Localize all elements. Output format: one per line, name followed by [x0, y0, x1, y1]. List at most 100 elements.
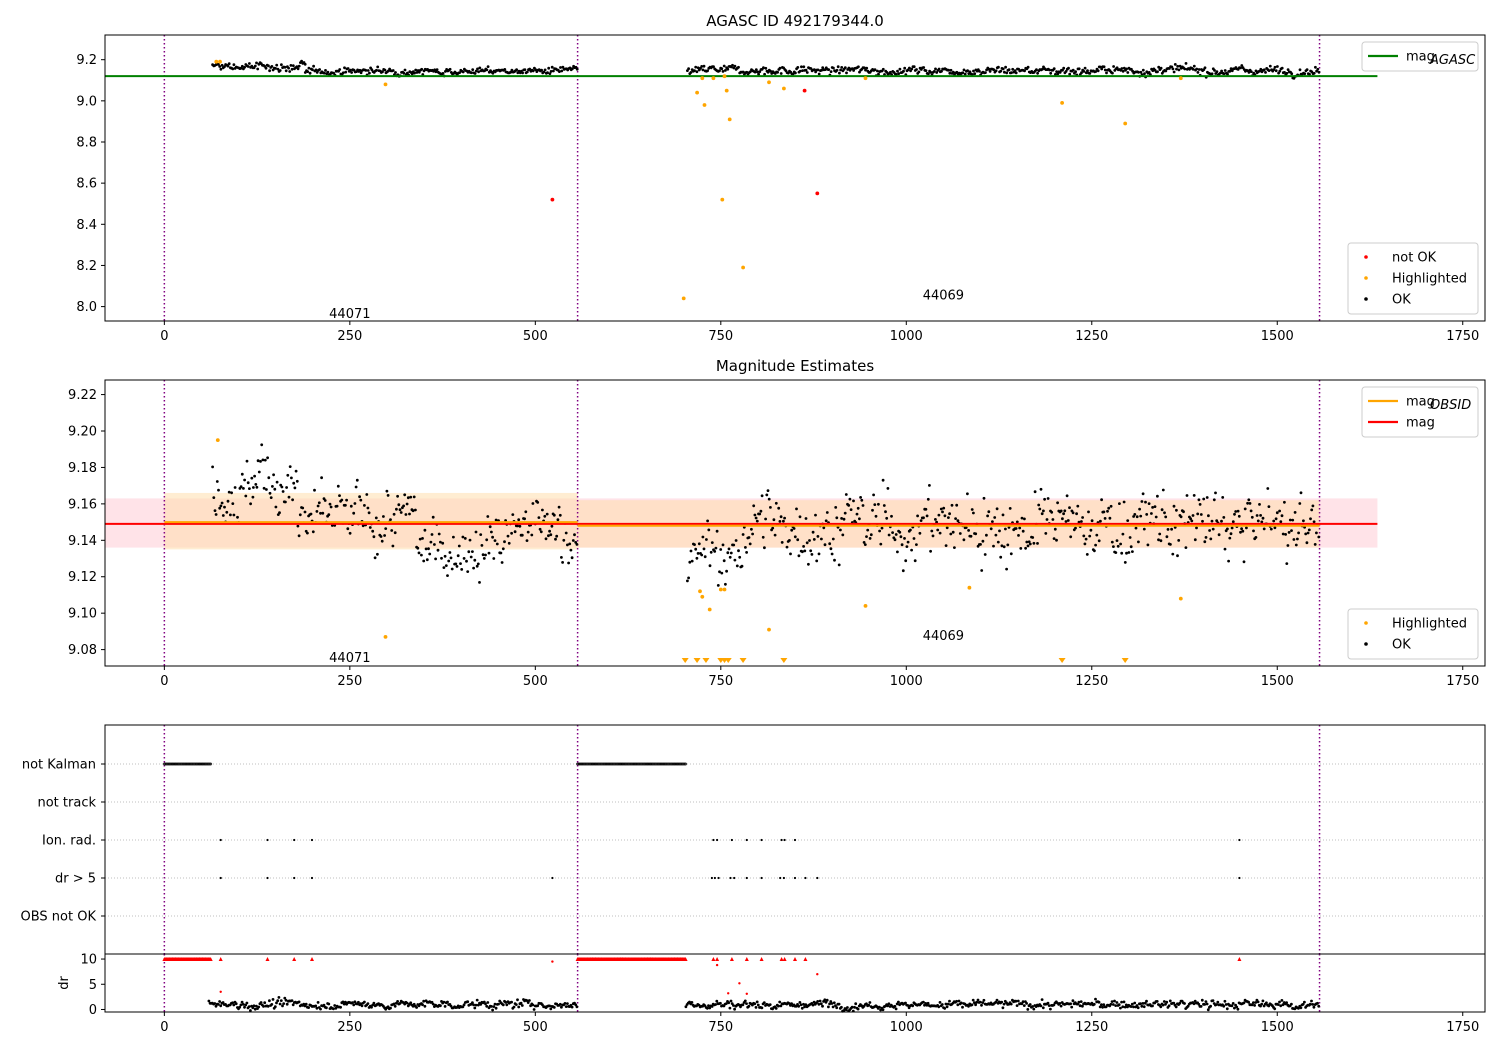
ok-point: [956, 1003, 960, 1007]
ok-point: [795, 507, 798, 511]
obsid-label: 44071: [329, 307, 370, 322]
ok-point: [978, 1000, 982, 1004]
ok-point: [217, 1003, 220, 1006]
ok-point: [1151, 506, 1154, 509]
ok-point: [547, 66, 551, 70]
ok-point: [1032, 541, 1036, 545]
ok-point: [762, 1001, 766, 1004]
flag-point: [310, 838, 314, 842]
ok-point: [481, 553, 485, 557]
ok-point: [1046, 497, 1050, 500]
ok-point: [471, 68, 475, 71]
ok-point: [1138, 507, 1141, 511]
ok-point: [1252, 529, 1255, 533]
ok-point: [346, 67, 350, 70]
ok-point: [1210, 72, 1214, 76]
ok-point: [226, 64, 230, 68]
ok-point: [1082, 70, 1086, 73]
ok-point: [538, 527, 542, 531]
ok-point: [1176, 554, 1179, 558]
ok-point: [801, 69, 804, 72]
flag-point: [622, 762, 626, 766]
ok-point: [984, 71, 987, 74]
flag-point: [669, 762, 673, 766]
ok-point: [479, 1003, 483, 1006]
ok-point: [245, 1001, 249, 1005]
ok-point: [1068, 72, 1072, 76]
ok-point: [1281, 532, 1285, 536]
ok-point: [771, 526, 775, 530]
ok-point: [1077, 1000, 1081, 1004]
ok-point: [898, 530, 902, 534]
ok-point: [425, 558, 429, 562]
ok-point: [570, 1005, 574, 1009]
ok-point: [268, 999, 271, 1003]
ok-point: [1243, 507, 1247, 511]
ok-point: [805, 71, 809, 74]
ok-point: [1102, 65, 1106, 69]
ok-point: [1235, 1005, 1239, 1009]
ok-point: [275, 1001, 278, 1005]
ok-point: [754, 1006, 758, 1009]
highlighted-point: [724, 88, 729, 93]
ok-point: [276, 999, 280, 1003]
ok-point: [1134, 526, 1138, 530]
ok-point: [1133, 513, 1137, 516]
ok-point: [365, 493, 369, 496]
ok-point: [1157, 65, 1161, 69]
ok-point: [448, 551, 452, 554]
ok-point: [1284, 533, 1287, 536]
ok-point: [1079, 1000, 1083, 1003]
ok-point: [1001, 1006, 1005, 1010]
ok-point: [1301, 1002, 1305, 1006]
ok-point: [398, 508, 402, 512]
highlighted-point: [741, 265, 745, 270]
ok-point: [835, 68, 839, 72]
ok-point: [466, 1000, 470, 1004]
ok-point: [1182, 510, 1185, 514]
x-tick-label: 500: [523, 1020, 548, 1035]
ok-point: [1161, 1003, 1165, 1007]
ok-point: [396, 1000, 399, 1003]
ok-point: [1004, 527, 1007, 531]
ok-point: [1039, 1004, 1043, 1008]
flag-point: [1238, 876, 1241, 880]
ok-point: [1154, 515, 1158, 519]
flag-point: [208, 762, 212, 766]
ok-point: [982, 998, 986, 1002]
ok-point: [899, 535, 903, 539]
ok-point: [1240, 527, 1243, 531]
ok-point: [373, 556, 377, 560]
ok-point: [841, 533, 845, 537]
ok-point: [1164, 69, 1168, 73]
ok-point: [306, 70, 310, 73]
ok-point: [1227, 559, 1230, 563]
ok-point: [1062, 66, 1066, 70]
ok-point: [765, 493, 769, 497]
ok-point: [1221, 496, 1225, 499]
ok-point: [779, 515, 783, 519]
ok-point: [1097, 1000, 1101, 1004]
ok-point: [1247, 498, 1251, 502]
ok-point: [491, 1008, 494, 1012]
ok-point: [1018, 526, 1022, 530]
ok-point: [447, 559, 451, 563]
ok-point: [878, 1005, 881, 1009]
ok-point: [1165, 1000, 1169, 1004]
ok-point: [221, 1001, 225, 1004]
ok-point: [1184, 546, 1188, 549]
ok-point: [290, 476, 293, 480]
flag-point: [745, 838, 748, 842]
ok-point: [1215, 519, 1219, 523]
ok-point: [1189, 517, 1192, 521]
ok-point: [778, 66, 782, 70]
ok-point: [423, 528, 427, 532]
ok-point: [767, 497, 771, 501]
ok-point: [828, 542, 832, 546]
x-tick-label: 1750: [1446, 674, 1479, 689]
ok-point: [972, 511, 975, 515]
flag-point: [609, 762, 612, 766]
ok-point: [1208, 529, 1211, 532]
ok-point: [214, 513, 218, 516]
ok-point: [1140, 500, 1144, 503]
